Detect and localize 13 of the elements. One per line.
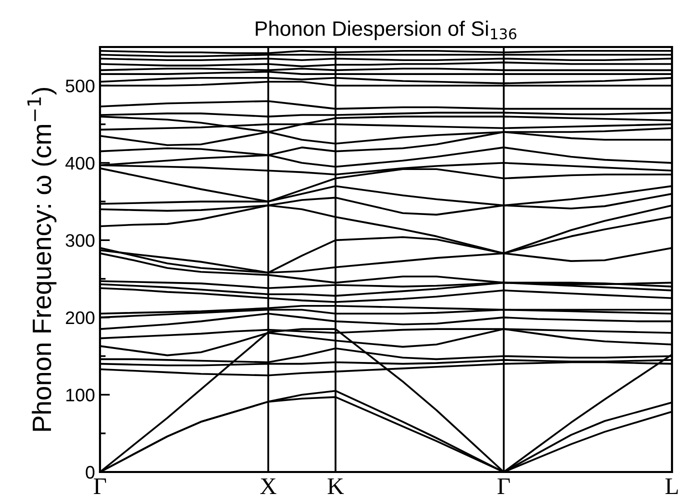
x-tick-label: L	[665, 478, 678, 494]
x-tick-label: K	[328, 478, 344, 494]
chart-title: Phonon Diespersion of Si$_{136}$	[256, 20, 516, 40]
y-tick-label: 400	[65, 156, 94, 170]
y-tick-label: 300	[66, 234, 94, 247]
x-tick-label: X	[260, 478, 276, 494]
y-tick-label: 100	[66, 388, 94, 402]
y-tick-label: 200	[66, 311, 94, 324]
y-tick-label: 500	[66, 80, 94, 92]
y-tick-label: 0	[86, 466, 94, 479]
y-axis-title: Phonon Frequency: ω (cm$^{−1}$)	[27, 88, 56, 431]
x-tick-label: Γ	[498, 478, 510, 494]
x-tick-label: Γ	[94, 478, 106, 494]
